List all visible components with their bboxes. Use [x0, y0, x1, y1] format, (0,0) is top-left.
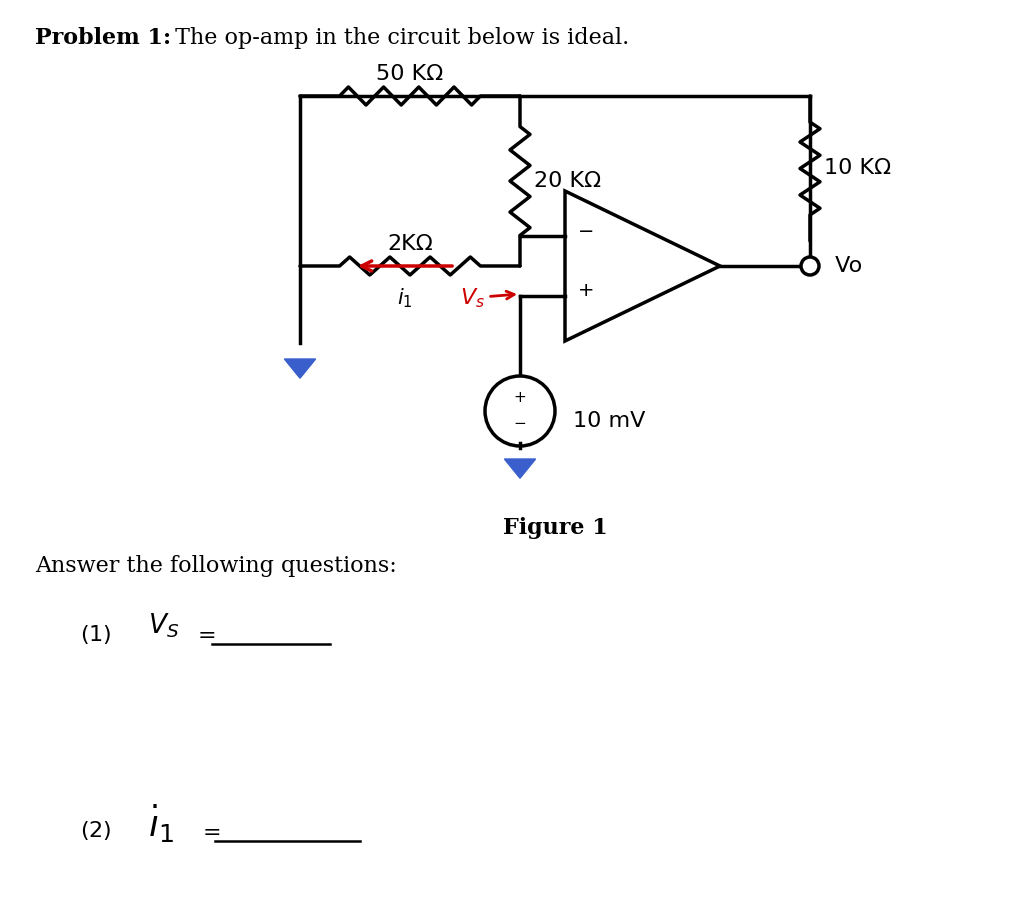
Text: $i_1$: $i_1$	[397, 286, 413, 310]
Text: 10 KΩ: 10 KΩ	[824, 158, 891, 179]
Text: $=$: $=$	[198, 820, 220, 842]
Text: Vo: Vo	[828, 256, 862, 276]
Text: 10 mV: 10 mV	[573, 411, 645, 431]
Circle shape	[801, 257, 819, 275]
Text: $-$: $-$	[513, 413, 526, 429]
Text: 50 KΩ: 50 KΩ	[377, 64, 443, 84]
Text: 20 KΩ: 20 KΩ	[534, 171, 601, 191]
Text: $V_S$: $V_S$	[148, 612, 179, 640]
Text: $(2)$: $(2)$	[80, 820, 112, 843]
Text: Problem 1:: Problem 1:	[35, 27, 171, 49]
Polygon shape	[505, 459, 536, 478]
Polygon shape	[285, 359, 315, 378]
Text: $+$: $+$	[577, 280, 593, 300]
Text: $\dot{\imath}_1$: $\dot{\imath}_1$	[148, 803, 174, 845]
Text: Answer the following questions:: Answer the following questions:	[35, 555, 396, 577]
Text: $V_s$: $V_s$	[460, 286, 514, 310]
Text: 2KΩ: 2KΩ	[387, 234, 433, 254]
Text: $-$: $-$	[577, 221, 593, 239]
Text: $(1)$: $(1)$	[80, 623, 112, 646]
Text: Figure 1: Figure 1	[503, 517, 607, 539]
Text: The op-amp in the circuit below is ideal.: The op-amp in the circuit below is ideal…	[168, 27, 630, 49]
Text: $=$: $=$	[193, 623, 216, 645]
Text: $+$: $+$	[513, 389, 526, 405]
